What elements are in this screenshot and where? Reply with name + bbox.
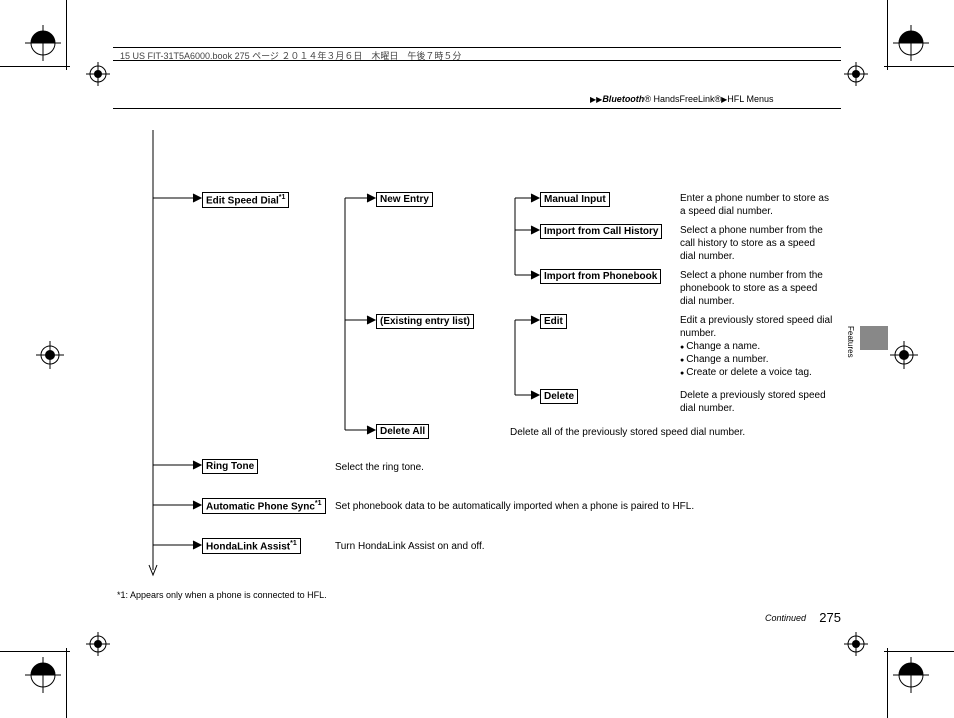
desc-delete-all: Delete all of the previously stored spee…	[510, 426, 840, 439]
crop-line	[887, 648, 888, 718]
desc-sync: Set phonebook data to be automatically i…	[335, 500, 835, 513]
node-delete: Delete	[540, 389, 578, 404]
reg-mark	[86, 632, 110, 656]
desc-delete: Delete a previously stored speed dial nu…	[680, 389, 830, 415]
node-delete-all: Delete All	[376, 424, 429, 439]
footnote: *1: Appears only when a phone is connect…	[117, 590, 327, 600]
crop-line	[884, 651, 954, 652]
crop-line	[0, 66, 70, 67]
desc-honda: Turn HondaLink Assist on and off.	[335, 540, 485, 553]
desc-call-hist: Select a phone number from the call hist…	[680, 224, 830, 263]
desc-edit: Edit a previously stored speed dial numb…	[680, 314, 835, 379]
node-import-call: Import from Call History	[540, 224, 662, 239]
crop-line	[887, 0, 888, 70]
header-rule-top	[113, 47, 841, 48]
breadcrumb: ▶▶Bluetooth® HandsFreeLink®▶HFL Menus	[590, 94, 773, 104]
crop-line	[0, 651, 70, 652]
desc-phonebook: Select a phone number from the phonebook…	[680, 269, 830, 308]
reg-mark	[86, 62, 110, 86]
node-existing: (Existing entry list)	[376, 314, 474, 329]
node-new-entry: New Entry	[376, 192, 433, 207]
side-tab	[860, 326, 888, 350]
reg-mark	[844, 632, 868, 656]
header-text: 15 US FIT-31T5A6000.book 275 ページ ２０１４年３月…	[120, 49, 461, 62]
node-edit-speed-dial: Edit Speed Dial*1	[202, 192, 289, 208]
node-hondalink: HondaLink Assist*1	[202, 538, 301, 554]
node-ring-tone: Ring Tone	[202, 459, 258, 474]
reg-mark-tr	[893, 25, 929, 61]
side-label: Features	[846, 326, 855, 358]
crop-line	[884, 66, 954, 67]
crop-line	[66, 0, 67, 70]
desc-ring: Select the ring tone.	[335, 461, 424, 474]
reg-mark-ml	[36, 341, 64, 369]
node-manual-input: Manual Input	[540, 192, 610, 207]
reg-mark-mr	[890, 341, 918, 369]
crop-line	[66, 648, 67, 718]
reg-mark	[844, 62, 868, 86]
reg-mark-bl	[25, 657, 61, 693]
continued-label: Continued	[765, 613, 806, 623]
page-number: 275	[819, 610, 841, 625]
node-import-phonebook: Import from Phonebook	[540, 269, 661, 284]
breadcrumb-rule	[113, 108, 841, 109]
node-edit: Edit	[540, 314, 567, 329]
desc-manual: Enter a phone number to store as a speed…	[680, 192, 830, 218]
reg-mark-tl	[25, 25, 61, 61]
node-auto-sync: Automatic Phone Sync*1	[202, 498, 326, 514]
reg-mark-br	[893, 657, 929, 693]
